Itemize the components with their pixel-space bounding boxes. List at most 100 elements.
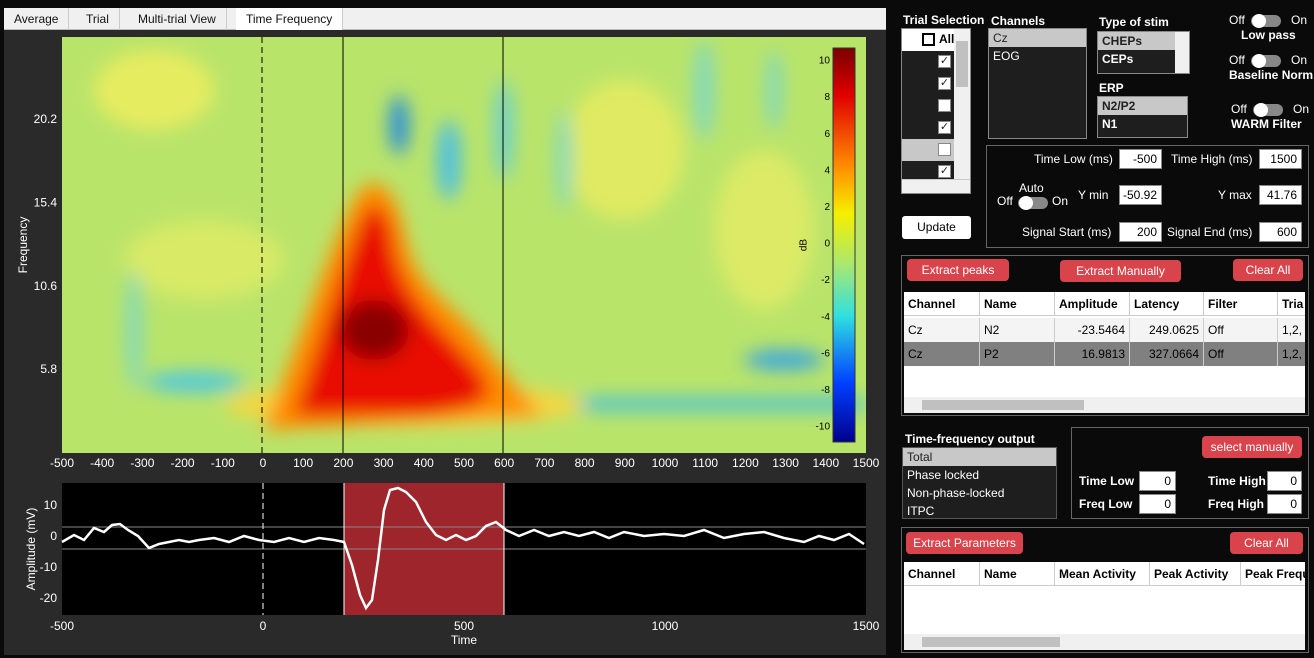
trial-list[interactable]: All ✓ ✓ ✓ ✓ — [901, 28, 971, 194]
time-low-input[interactable]: -500 — [1119, 149, 1162, 169]
toggle[interactable] — [1253, 103, 1283, 117]
toggle-label: WARM Filter — [1231, 117, 1302, 131]
checkbox[interactable] — [922, 33, 935, 46]
list-item[interactable]: Non-phase-locked — [907, 486, 1005, 500]
toggle-label: Low pass — [1241, 28, 1296, 42]
extract-manually-button[interactable]: Extract Manually — [1060, 260, 1181, 282]
signal-start-input[interactable]: 200 — [1119, 222, 1162, 242]
auto-toggle[interactable] — [1018, 196, 1048, 210]
checkbox[interactable] — [938, 99, 951, 112]
colorbar-tick-label: -6 — [821, 348, 830, 359]
y-tick-label: -10 — [40, 560, 58, 574]
update-button[interactable]: Update — [902, 216, 971, 239]
cell: 1,2, — [1278, 342, 1305, 366]
extract-peaks-button[interactable]: Extract peaks — [907, 259, 1009, 281]
list-item[interactable]: Phase locked — [907, 468, 980, 482]
tab[interactable]: Trial — [76, 8, 120, 30]
colorbar-tick-label: -8 — [821, 385, 830, 396]
y-tick-label: -20 — [40, 591, 58, 605]
select-manually-button[interactable]: select manually — [1202, 436, 1302, 458]
x-tick-label: -500 — [50, 456, 74, 470]
trial-row[interactable]: ✓ — [902, 73, 954, 95]
toggle-off: Off — [1231, 102, 1247, 116]
cell: 249.0625 — [1130, 318, 1204, 342]
list-item[interactable]: EOG — [993, 49, 1020, 63]
trial-row[interactable] — [902, 95, 954, 117]
hscroll-thumb[interactable] — [922, 400, 1084, 410]
x-tick-label: 1300 — [772, 456, 799, 470]
checkbox[interactable]: ✓ — [938, 121, 951, 134]
list-item[interactable]: N1 — [1102, 117, 1118, 131]
checkbox[interactable]: ✓ — [938, 165, 951, 178]
cell: 1,2, — [1278, 318, 1305, 342]
tf-output-list[interactable]: Total Phase locked Non-phase-locked ITPC — [902, 447, 1057, 519]
y-axis-label: Amplitude (mV) — [24, 508, 38, 591]
checkbox[interactable]: ✓ — [938, 77, 951, 90]
tf-output-title: Time-frequency output — [905, 432, 1035, 446]
extract-parameters-button[interactable]: Extract Parameters — [906, 532, 1023, 554]
all-label: All — [939, 32, 955, 46]
parameters-box — [901, 527, 1309, 653]
clear-all-button[interactable]: Clear All — [1230, 532, 1303, 554]
time-high-input[interactable]: 1500 — [1259, 149, 1302, 169]
cell: 327.0664 — [1130, 342, 1204, 366]
clear-all-button[interactable]: Clear All — [1233, 259, 1303, 281]
channel-list[interactable]: Cz EOG — [988, 28, 1087, 139]
scroll-thumb[interactable] — [956, 41, 968, 87]
x-tick-label: 500 — [454, 619, 474, 633]
x-tick-label: -200 — [171, 456, 195, 470]
x-tick-label: 200 — [333, 456, 353, 470]
checkbox[interactable]: ✓ — [938, 55, 951, 68]
trial-row[interactable]: All — [902, 29, 954, 51]
erp-list[interactable]: N2/P2 N1 — [1097, 96, 1188, 138]
tab[interactable]: Time Frequency — [236, 8, 344, 30]
list-item[interactable]: Cz — [989, 29, 1086, 47]
cell: -23.5464 — [1055, 318, 1130, 342]
list-item[interactable]: N2/P2 — [1098, 97, 1187, 115]
colorbar-tick-label: -10 — [816, 422, 831, 433]
trial-row[interactable] — [902, 139, 954, 161]
label: On — [1052, 194, 1069, 208]
y-tick-label: 15.4 — [34, 195, 58, 209]
label: Time High (ms) — [1171, 152, 1253, 166]
trial-row[interactable]: ✓ — [902, 117, 954, 139]
x-tick-label: 1200 — [732, 456, 759, 470]
channels-title: Channels — [991, 14, 1046, 28]
toggle-on: On — [1291, 53, 1308, 67]
stim-list[interactable]: CHEPs CEPs — [1097, 31, 1190, 74]
label: Time High — [1208, 474, 1266, 488]
hscroll-thumb[interactable] — [922, 637, 1060, 647]
list-item[interactable]: CEPs — [1102, 52, 1134, 66]
toggle-off: Off — [1229, 53, 1245, 67]
label: Freq Low — [1079, 497, 1133, 511]
ymax-input[interactable]: 41.76 — [1259, 185, 1302, 205]
list-item[interactable]: Total — [903, 448, 1056, 466]
list-item[interactable]: CHEPs — [1098, 32, 1189, 50]
x-tick-label: -500 — [50, 619, 74, 633]
column-header: Filter — [1204, 292, 1278, 316]
tf-heatmap — [62, 37, 866, 453]
scrollbar[interactable] — [1175, 32, 1189, 73]
x-tick-label: 900 — [615, 456, 635, 470]
hscroll[interactable] — [902, 179, 970, 193]
input[interactable]: 0 — [1267, 471, 1302, 491]
y-tick-label: 0 — [50, 529, 57, 543]
input[interactable]: 0 — [1139, 471, 1176, 491]
signal-end-input[interactable]: 600 — [1259, 222, 1302, 242]
tab[interactable]: Multi-trial View — [128, 8, 227, 30]
manual-box — [1071, 427, 1309, 519]
input[interactable]: 0 — [1139, 494, 1176, 514]
tab[interactable]: Average — [4, 8, 70, 30]
x-tick-label: 500 — [454, 456, 474, 470]
toggle[interactable] — [1251, 54, 1281, 68]
x-tick-label: 1500 — [853, 619, 880, 633]
label: Time Low — [1079, 474, 1135, 488]
input[interactable]: 0 — [1267, 494, 1302, 514]
ymin-input[interactable]: -50.92 — [1119, 185, 1162, 205]
trial-row[interactable]: ✓ — [902, 161, 954, 183]
trial-row[interactable]: ✓ — [902, 51, 954, 73]
checkbox[interactable] — [938, 143, 951, 156]
toggle[interactable] — [1251, 14, 1281, 28]
colorbar-tick-label: 4 — [824, 165, 830, 176]
list-item[interactable]: ITPC — [907, 504, 935, 518]
